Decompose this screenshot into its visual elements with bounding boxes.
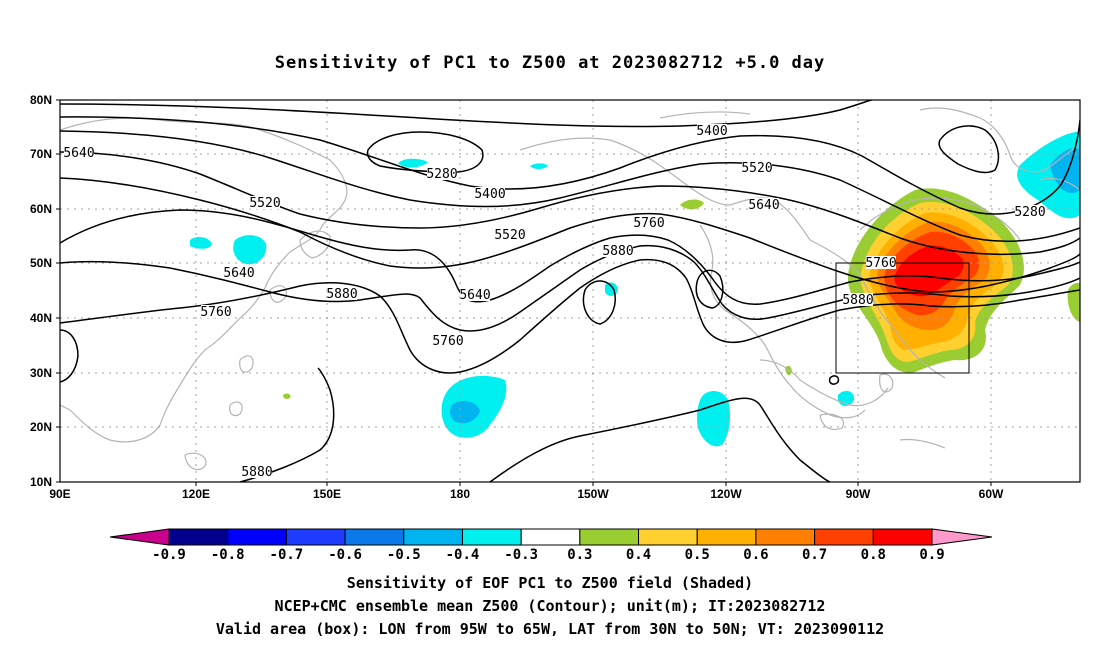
caption-line-1: Sensitivity of EOF PC1 to Z500 field (Sh… xyxy=(347,574,753,592)
caption-line-3: Valid area (box): LON from 95W to 65W, L… xyxy=(216,620,884,638)
lat-label: 20N xyxy=(30,420,52,434)
lat-label: 80N xyxy=(30,93,52,107)
colorbar-swatch xyxy=(814,528,874,546)
colorbar-label: 0.7 xyxy=(802,547,827,563)
colorbar-swatch xyxy=(755,528,816,546)
contour-label-5400-b: 5400 xyxy=(696,124,727,139)
colorbar-swatch xyxy=(872,528,933,546)
colorbar-swatch xyxy=(638,528,698,546)
map-title: Sensitivity of PC1 to Z500 at 2023082712… xyxy=(275,53,826,73)
lon-label: 150W xyxy=(577,487,609,501)
caption: Sensitivity of EOF PC1 to Z500 field (Sh… xyxy=(216,574,884,638)
map-frame xyxy=(59,99,1081,483)
colorbar-label: 0.4 xyxy=(626,547,651,563)
sensitivity-shading xyxy=(190,131,1080,447)
map-panel: 5640 5280 5400 5400 5520 5520 5520 5640 … xyxy=(30,93,1081,501)
shade-cyan-asia-1 xyxy=(233,235,267,265)
shade-green-west-pacific xyxy=(283,393,291,399)
latitude-labels: 80N 70N 60N 50N 40N 30N 20N 10N xyxy=(30,93,52,489)
colorbar-labels: -0.9 -0.8 -0.7 -0.6 -0.5 -0.4 -0.3 0.3 0.4 0.5 0.6… xyxy=(152,547,945,563)
lat-label: 10N xyxy=(30,475,52,489)
contour-label-5640-b: 5640 xyxy=(459,288,490,303)
shade-green-pacific-small xyxy=(680,199,704,210)
valid-area-box xyxy=(835,262,970,374)
shade-cyan-east-pacific xyxy=(696,391,730,447)
contour-labels: 5640 5280 5400 5400 5520 5520 5520 5640 … xyxy=(63,124,1046,480)
lon-label: 60W xyxy=(979,487,1004,501)
colorbar-label: -0.7 xyxy=(270,547,304,563)
contour-label-5520-b: 5520 xyxy=(494,228,525,243)
colorbar-swatch xyxy=(696,528,757,546)
contour-label-5760-d: 5760 xyxy=(865,256,896,271)
colorbar: -0.9 -0.8 -0.7 -0.6 -0.5 -0.4 -0.3 0.3 0.4 0.5 0.6… xyxy=(109,528,993,563)
lon-label: 90W xyxy=(846,487,871,501)
shade-red-max-eastern-na xyxy=(894,245,964,297)
colorbar-label: 0.5 xyxy=(685,547,710,563)
longitude-labels: 90E 120E 150E 180 150W 120W 90W 60W xyxy=(49,487,1004,501)
colorbar-swatch xyxy=(168,528,229,546)
contour-label-5760-b: 5760 xyxy=(432,334,463,349)
contour-label-5880-c: 5880 xyxy=(842,293,873,308)
axis-ticks xyxy=(56,99,992,486)
shade-cyan-asia-2 xyxy=(190,237,212,249)
caption-line-2: NCEP+CMC ensemble mean Z500 (Contour); u… xyxy=(275,597,826,615)
contour-label-5880-b: 5880 xyxy=(602,244,633,259)
contour-label-5880-a: 5880 xyxy=(326,287,357,302)
contour-label-5520-a: 5520 xyxy=(249,196,280,211)
contour-label-5280-east: 5280 xyxy=(1014,205,1045,220)
lon-label: 180 xyxy=(450,487,470,501)
colorbar-label: -0.3 xyxy=(504,547,538,563)
contour-label-5640-west: 5640 xyxy=(63,146,94,161)
colorbar-label: 0.8 xyxy=(861,547,886,563)
contour-label-5520-c: 5520 xyxy=(741,161,772,176)
colorbar-label: 0.9 xyxy=(919,547,944,563)
contour-label-5760-a: 5760 xyxy=(200,305,231,320)
colorbar-label: -0.8 xyxy=(211,547,245,563)
colorbar-swatch xyxy=(520,528,581,546)
colorbar-under-triangle xyxy=(109,528,170,546)
shade-cyan-north-pacific xyxy=(398,158,428,168)
colorbar-swatch xyxy=(461,528,522,546)
contour-label-5400-a: 5400 xyxy=(474,187,505,202)
contour-label-5640-a: 5640 xyxy=(223,266,254,281)
colorbar-label: 0.3 xyxy=(567,547,592,563)
colorbar-boxes xyxy=(168,528,933,546)
contour-label-5640-c: 5640 xyxy=(748,198,779,213)
lat-label: 30N xyxy=(30,366,52,380)
colorbar-label: -0.4 xyxy=(446,547,480,563)
colorbar-swatch xyxy=(403,528,463,546)
lon-label: 150E xyxy=(313,487,341,501)
lat-label: 40N xyxy=(30,311,52,325)
colorbar-swatch xyxy=(285,528,346,546)
colorbar-swatch xyxy=(227,528,287,546)
contour-label-5880-d: 5880 xyxy=(241,465,272,480)
lon-label: 120E xyxy=(182,487,210,501)
shade-cyan-north-pacific-2 xyxy=(530,163,548,169)
colorbar-label: -0.9 xyxy=(152,547,186,563)
lat-label: 50N xyxy=(30,256,52,270)
shade-green-east-edge xyxy=(1067,282,1080,322)
lon-label: 120W xyxy=(710,487,742,501)
colorbar-label: -0.6 xyxy=(328,547,362,563)
shade-blue-central-pacific xyxy=(449,400,480,424)
colorbar-swatch xyxy=(579,528,640,546)
lat-label: 60N xyxy=(30,202,52,216)
colorbar-swatch xyxy=(344,528,405,546)
contour-label-5760-c: 5760 xyxy=(633,216,664,231)
coastlines xyxy=(60,107,1080,471)
colorbar-label: 0.6 xyxy=(743,547,768,563)
colorbar-label: -0.5 xyxy=(387,547,421,563)
contour-label-5280: 5280 xyxy=(426,167,457,182)
lon-label: 90E xyxy=(49,487,70,501)
colorbar-over-triangle xyxy=(931,528,993,546)
height-contours xyxy=(60,100,1080,482)
lat-label: 70N xyxy=(30,147,52,161)
